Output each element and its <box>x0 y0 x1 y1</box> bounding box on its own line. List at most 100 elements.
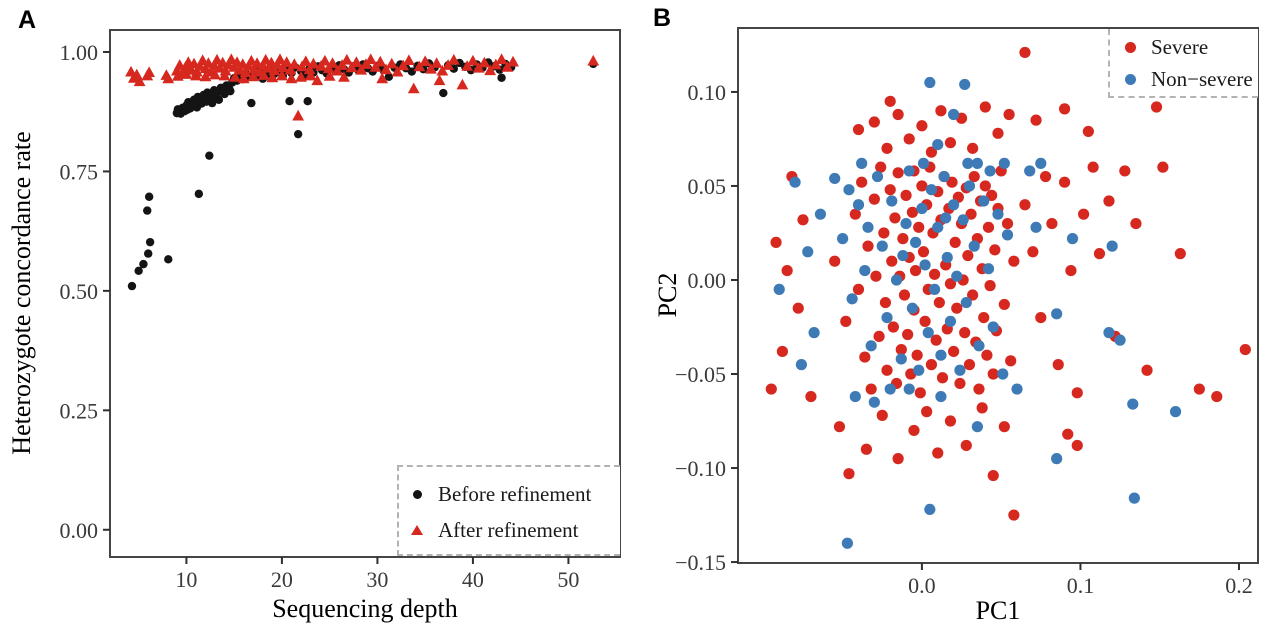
data-point <box>229 71 242 82</box>
data-point <box>143 66 156 77</box>
plot-border <box>109 29 621 558</box>
data-point <box>1035 157 1047 169</box>
data-point <box>456 78 469 90</box>
data-point <box>276 69 288 81</box>
data-point <box>879 296 892 309</box>
data-point <box>941 251 953 264</box>
y-tick-label: −0.05 <box>675 362 726 387</box>
data-point <box>384 72 394 82</box>
data-point <box>318 54 331 66</box>
data-point <box>865 383 877 395</box>
data-point <box>913 221 925 233</box>
data-point <box>998 421 1010 433</box>
data-point <box>878 227 890 239</box>
data-point <box>127 281 137 291</box>
data-point <box>916 180 928 192</box>
data-point <box>507 55 519 67</box>
data-point <box>419 55 432 66</box>
data-point <box>981 349 993 361</box>
data-point <box>859 264 871 277</box>
x-tick-label: 30 <box>366 567 388 592</box>
data-point <box>884 184 896 196</box>
data-point <box>906 206 918 218</box>
data-point <box>890 274 903 286</box>
data-point <box>935 105 947 117</box>
red-triangle-icon <box>407 525 427 535</box>
data-point <box>1211 390 1223 403</box>
data-point <box>1239 343 1251 356</box>
data-point <box>484 64 497 76</box>
data-point <box>430 57 443 68</box>
data-point <box>374 55 387 67</box>
panel-b-y-axis-title: PC2 <box>653 272 682 318</box>
data-point <box>973 383 985 395</box>
data-point <box>968 240 980 252</box>
data-point <box>921 406 933 418</box>
legend-item-non-severe: Non−severe <box>1120 64 1258 94</box>
data-point <box>144 249 153 258</box>
data-point <box>1051 453 1063 465</box>
data-point <box>226 86 235 96</box>
data-point <box>776 345 788 358</box>
data-point <box>984 165 996 177</box>
data-point <box>998 298 1010 311</box>
x-tick-label: 0.0 <box>908 573 936 598</box>
data-point <box>162 72 175 84</box>
data-point <box>868 396 880 408</box>
data-point <box>852 123 865 136</box>
data-point <box>407 67 416 76</box>
data-point <box>856 176 868 188</box>
panel-b-letter: B <box>653 4 672 32</box>
data-point <box>925 184 938 196</box>
data-point <box>467 54 479 66</box>
data-point <box>407 82 420 94</box>
data-point <box>928 268 941 280</box>
data-point <box>876 240 888 252</box>
data-point <box>895 353 907 365</box>
data-point <box>852 283 865 295</box>
data-point <box>1024 165 1036 177</box>
data-point <box>919 315 931 327</box>
data-point <box>849 208 861 220</box>
data-point <box>376 72 389 84</box>
data-point <box>892 108 904 121</box>
data-point <box>951 270 963 282</box>
data-point <box>1035 311 1047 324</box>
data-point <box>944 137 957 149</box>
data-point <box>350 56 363 67</box>
data-point <box>303 96 312 106</box>
panel-a-legend: Before refinement After refinement <box>397 465 620 556</box>
data-point <box>944 315 957 327</box>
data-point <box>951 302 963 314</box>
data-point <box>495 53 508 65</box>
data-point <box>829 172 841 185</box>
data-point <box>280 56 293 67</box>
data-point <box>331 64 344 76</box>
data-point <box>194 189 204 199</box>
data-point <box>338 71 350 82</box>
data-point <box>1082 125 1094 138</box>
data-point <box>219 64 232 76</box>
legend-item-severe: Severe <box>1120 32 1258 62</box>
data-point <box>895 343 907 356</box>
data-point <box>1093 248 1106 260</box>
data-point <box>924 76 936 89</box>
data-point <box>1103 327 1115 339</box>
data-point <box>391 65 404 77</box>
data-point <box>978 311 990 324</box>
data-point <box>849 390 861 403</box>
legend-label-non-severe: Non−severe <box>1151 66 1253 91</box>
data-point <box>897 249 909 262</box>
data-point <box>311 74 324 86</box>
data-point <box>199 70 212 82</box>
data-point <box>962 249 974 262</box>
data-point <box>892 453 904 465</box>
data-point <box>875 161 887 173</box>
y-tick-label: −0.10 <box>675 456 726 481</box>
data-point <box>862 240 874 252</box>
data-point <box>868 116 880 128</box>
y-tick-label: 0.00 <box>60 518 99 543</box>
data-point <box>266 71 279 83</box>
data-point <box>979 180 991 192</box>
data-point <box>1128 492 1140 504</box>
